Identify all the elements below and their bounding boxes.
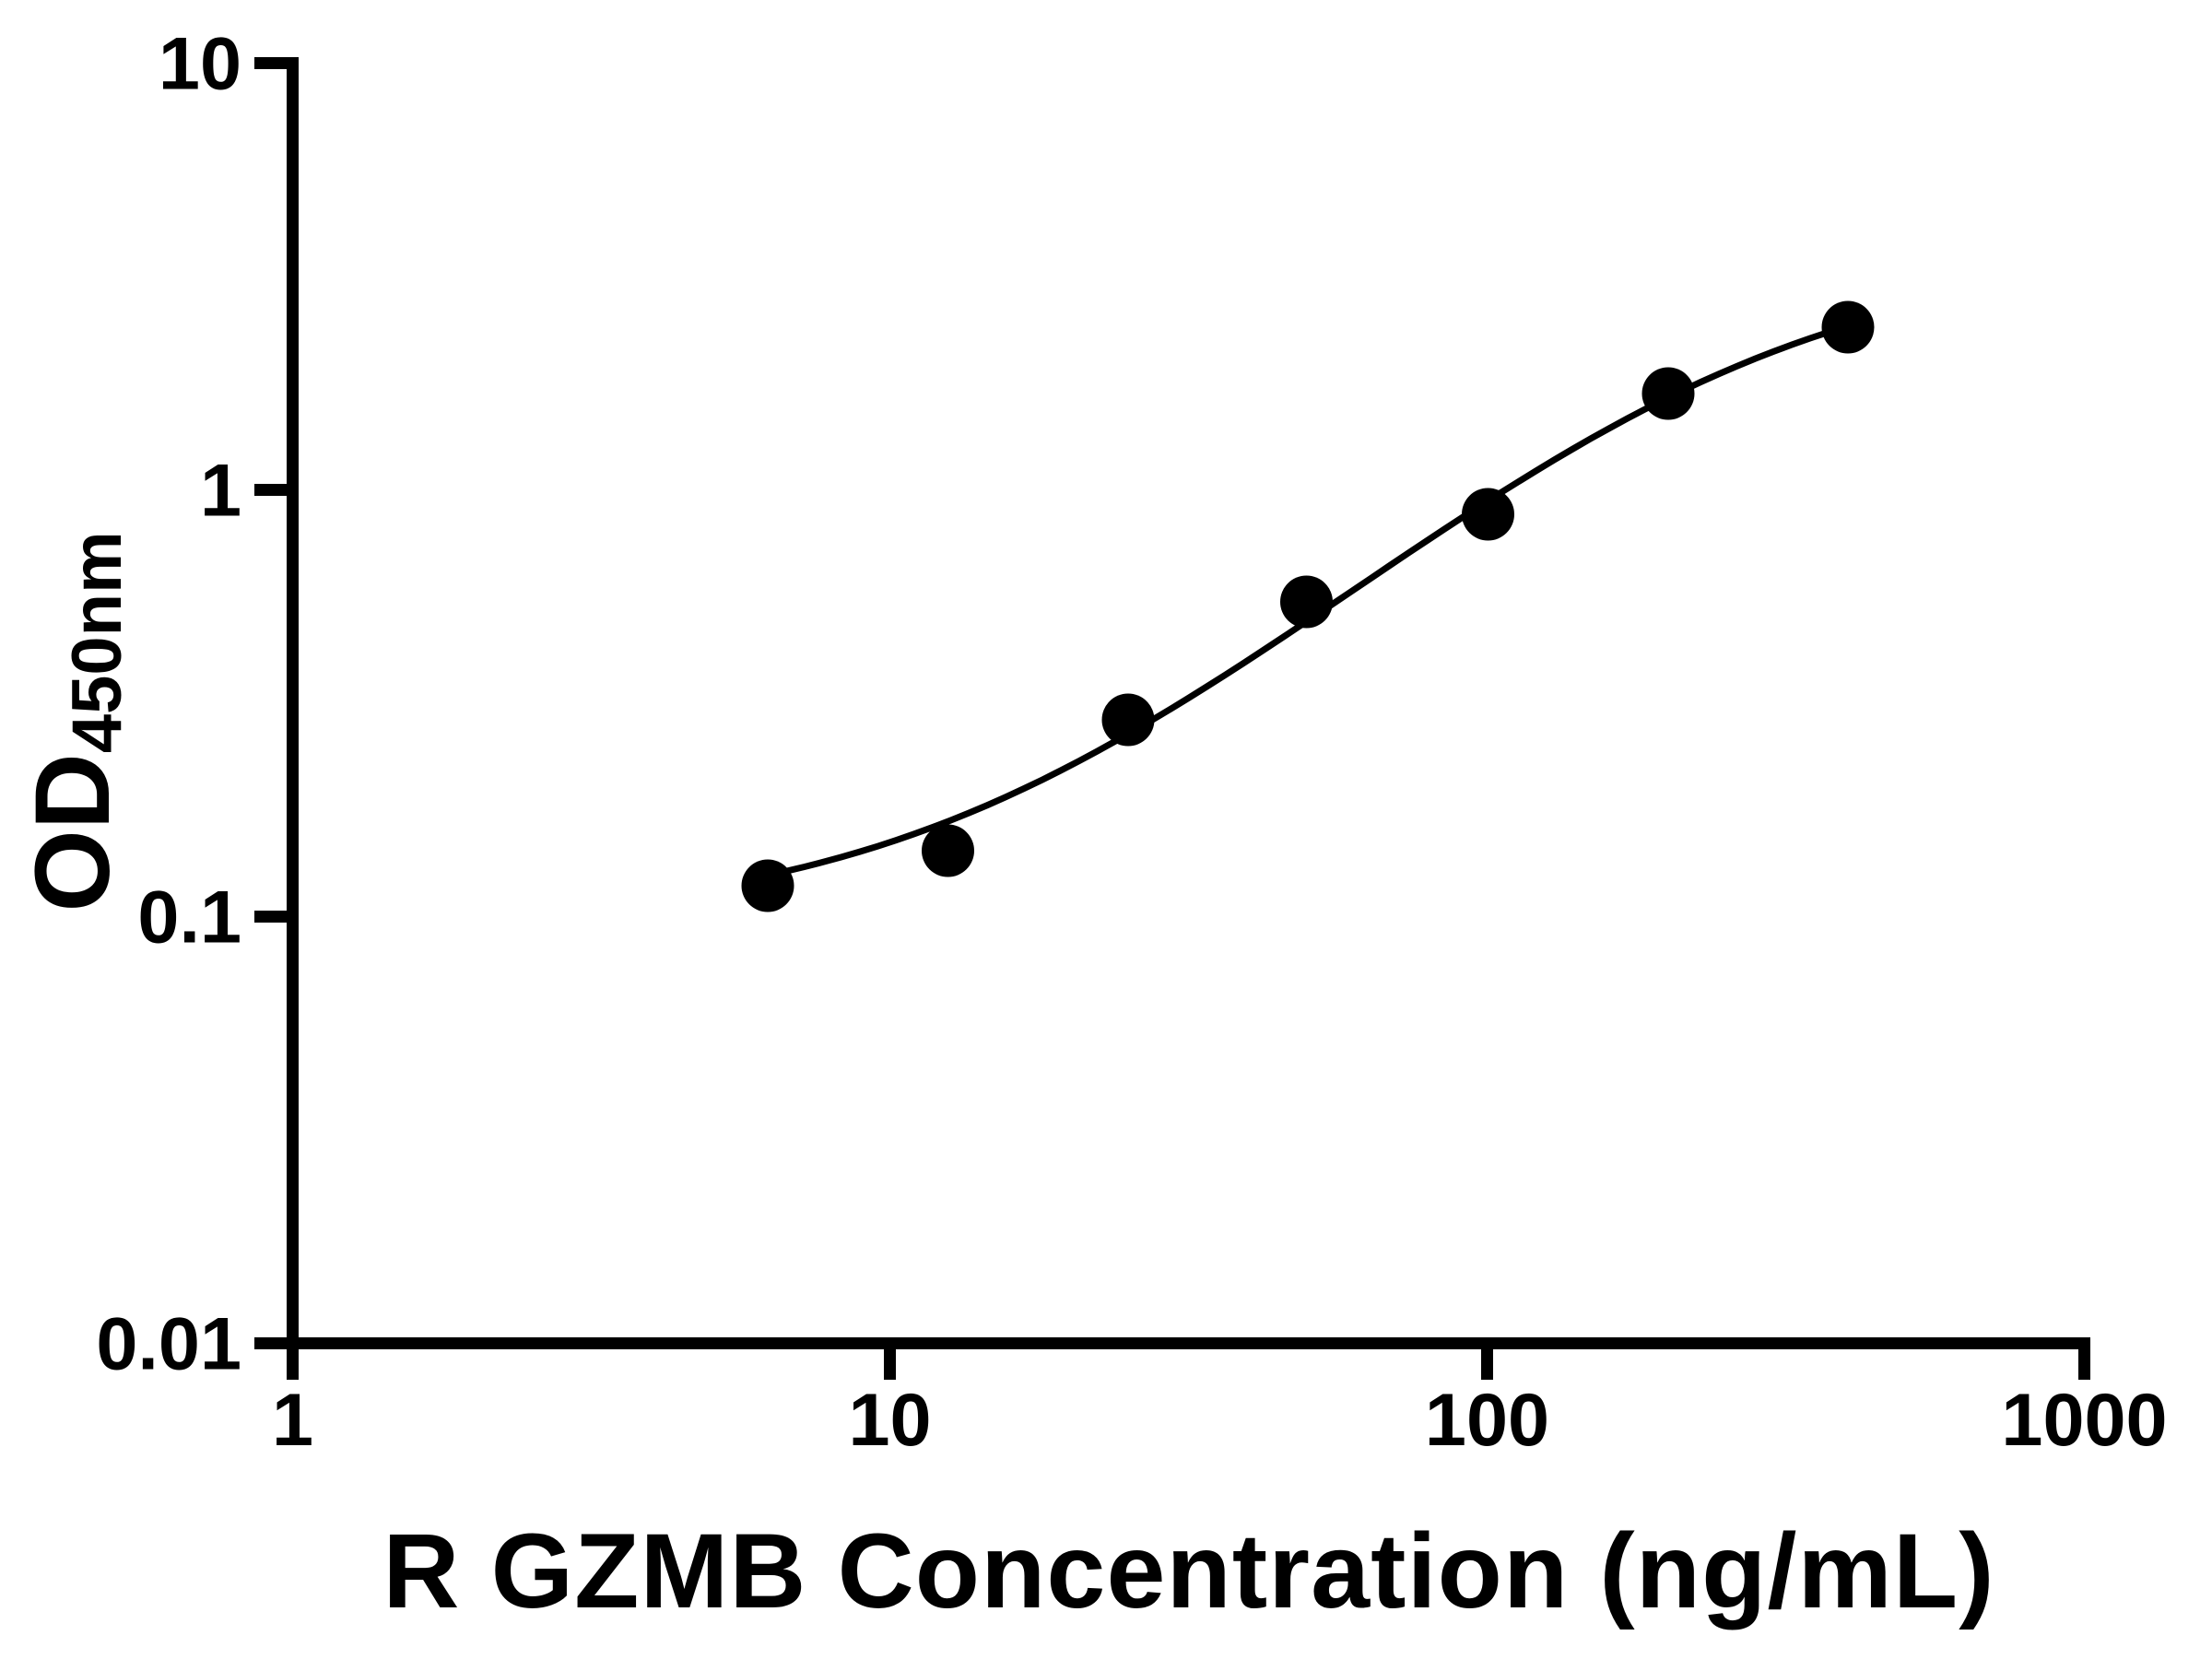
svg-text:10: 10: [159, 23, 241, 106]
svg-text:1: 1: [200, 450, 241, 533]
svg-text:1000: 1000: [2001, 1379, 2167, 1462]
svg-text:100: 100: [1425, 1379, 1549, 1462]
svg-text:0.01: 0.01: [96, 1303, 241, 1386]
svg-text:0.1: 0.1: [137, 877, 241, 959]
svg-text:1: 1: [272, 1379, 313, 1462]
svg-text:10: 10: [848, 1379, 931, 1462]
svg-text:R GZMB Concentration (ng/mL): R GZMB Concentration (ng/mL): [382, 1512, 1994, 1630]
